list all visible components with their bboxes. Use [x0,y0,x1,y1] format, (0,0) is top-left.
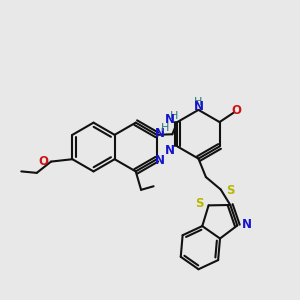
Text: N: N [165,113,175,126]
Text: O: O [231,104,241,117]
Text: O: O [39,155,49,168]
Text: N: N [165,143,175,157]
Text: N: N [242,218,252,231]
Text: N: N [194,100,204,113]
Text: N: N [155,127,165,140]
Text: S: S [226,184,235,196]
Text: H: H [170,110,178,121]
Text: N: N [155,154,165,167]
Text: H: H [194,98,202,107]
Text: H: H [160,123,169,133]
Text: S: S [195,197,203,210]
